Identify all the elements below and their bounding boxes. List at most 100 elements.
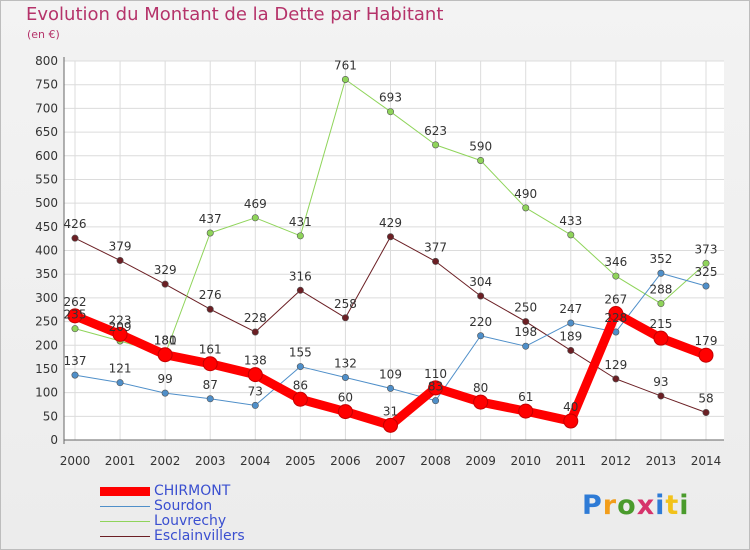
data-point-sourdon xyxy=(206,395,214,403)
data-point-sourdon xyxy=(702,282,710,290)
legend-label-esclainvillers: Esclainvillers xyxy=(154,528,245,544)
data-label-chirmont: 262 xyxy=(64,295,87,309)
chart-title: Evolution du Montant de la Dette par Hab… xyxy=(26,4,444,25)
data-label-sourdon: 132 xyxy=(334,356,357,370)
data-point-chirmont xyxy=(653,330,669,346)
data-label-esclainvillers: 377 xyxy=(424,240,447,254)
data-label-esclainvillers: 379 xyxy=(109,239,132,253)
data-point-esclainvillers xyxy=(612,375,620,383)
data-label-sourdon: 220 xyxy=(469,315,492,329)
data-label-louvrechy: 761 xyxy=(334,58,357,72)
data-point-sourdon xyxy=(432,397,440,405)
data-point-esclainvillers xyxy=(702,409,710,417)
data-label-louvrechy: 590 xyxy=(469,139,492,153)
data-point-sourdon xyxy=(251,401,259,409)
data-label-chirmont: 110 xyxy=(424,367,447,381)
data-label-esclainvillers: 276 xyxy=(199,288,222,302)
data-point-chirmont xyxy=(608,306,624,322)
data-label-louvrechy: 623 xyxy=(424,124,447,138)
data-point-louvrechy xyxy=(251,214,259,222)
data-label-esclainvillers: 93 xyxy=(653,375,668,389)
y-tick-label: 100 xyxy=(35,386,58,400)
data-point-chirmont xyxy=(337,404,353,420)
data-point-esclainvillers xyxy=(251,328,259,336)
data-label-louvrechy: 469 xyxy=(244,197,267,211)
data-label-chirmont: 61 xyxy=(518,390,533,404)
y-tick-label: 150 xyxy=(35,362,58,376)
data-point-sourdon xyxy=(657,269,665,277)
legend-swatch-chirmont xyxy=(100,487,150,496)
data-point-chirmont xyxy=(698,347,714,363)
data-label-louvrechy: 437 xyxy=(199,212,222,226)
data-point-sourdon xyxy=(116,379,124,387)
data-point-sourdon xyxy=(161,389,169,397)
data-point-louvrechy xyxy=(477,156,485,164)
data-point-louvrechy xyxy=(612,272,620,280)
legend-label-chirmont: CHIRMONT xyxy=(154,483,231,499)
y-tick-label: 650 xyxy=(35,125,58,139)
data-label-chirmont: 86 xyxy=(293,378,308,392)
data-point-chirmont xyxy=(428,380,444,396)
data-label-louvrechy: 693 xyxy=(379,91,402,105)
x-tick-label: 2013 xyxy=(646,454,677,468)
data-label-esclainvillers: 304 xyxy=(469,275,492,289)
data-label-sourdon: 352 xyxy=(649,252,672,266)
data-label-chirmont: 179 xyxy=(695,334,718,348)
data-point-louvrechy xyxy=(432,141,440,149)
y-tick-label: 750 xyxy=(35,78,58,92)
y-tick-label: 50 xyxy=(43,409,58,423)
data-point-chirmont xyxy=(473,394,489,410)
data-label-chirmont: 80 xyxy=(473,381,488,395)
data-point-esclainvillers xyxy=(432,257,440,265)
data-label-esclainvillers: 129 xyxy=(604,358,627,372)
x-tick-label: 2008 xyxy=(420,454,451,468)
x-tick-label: 2001 xyxy=(105,454,136,468)
logo-letter: P xyxy=(582,490,603,521)
data-point-esclainvillers xyxy=(522,318,530,326)
data-label-sourdon: 99 xyxy=(158,372,173,386)
data-point-louvrechy xyxy=(341,75,349,83)
x-tick-label: 2007 xyxy=(375,454,406,468)
data-point-esclainvillers xyxy=(341,314,349,322)
x-tick-label: 2011 xyxy=(556,454,587,468)
data-label-sourdon: 155 xyxy=(289,346,312,360)
data-point-sourdon xyxy=(341,373,349,381)
data-point-chirmont xyxy=(292,391,308,407)
data-label-esclainvillers: 58 xyxy=(698,392,713,406)
data-label-louvrechy: 346 xyxy=(604,255,627,269)
data-label-louvrechy: 288 xyxy=(649,283,672,297)
data-point-esclainvillers xyxy=(386,233,394,241)
y-tick-label: 800 xyxy=(35,54,58,68)
data-label-esclainvillers: 258 xyxy=(334,297,357,311)
legend-swatch-louvrechy xyxy=(100,521,150,522)
data-label-esclainvillers: 426 xyxy=(64,217,87,231)
x-tick-label: 2006 xyxy=(330,454,361,468)
data-point-esclainvillers xyxy=(206,305,214,313)
data-label-louvrechy: 490 xyxy=(514,187,537,201)
data-label-esclainvillers: 429 xyxy=(379,216,402,230)
data-label-sourdon: 247 xyxy=(559,302,582,316)
logo-letter: t xyxy=(665,490,680,521)
x-tick-label: 2014 xyxy=(691,454,722,468)
data-point-louvrechy xyxy=(567,231,575,239)
chart-subtitle: (en €) xyxy=(27,28,60,41)
data-label-louvrechy: 431 xyxy=(289,215,312,229)
data-point-louvrechy xyxy=(296,232,304,240)
data-label-sourdon: 73 xyxy=(248,384,263,398)
data-label-esclainvillers: 189 xyxy=(559,329,582,343)
data-label-sourdon: 228 xyxy=(604,311,627,325)
data-label-esclainvillers: 329 xyxy=(154,263,177,277)
y-tick-label: 400 xyxy=(35,244,58,258)
data-point-esclainvillers xyxy=(477,292,485,300)
logo-letter: r xyxy=(602,490,618,521)
data-label-esclainvillers: 316 xyxy=(289,269,312,283)
data-point-chirmont xyxy=(563,413,579,429)
data-label-sourdon: 109 xyxy=(379,367,402,381)
data-point-louvrechy xyxy=(522,204,530,212)
data-point-sourdon xyxy=(71,371,79,379)
data-point-chirmont xyxy=(67,308,83,324)
data-point-esclainvillers xyxy=(161,280,169,288)
data-label-louvrechy: 181 xyxy=(154,333,177,347)
data-point-esclainvillers xyxy=(567,346,575,354)
data-point-sourdon xyxy=(386,384,394,392)
